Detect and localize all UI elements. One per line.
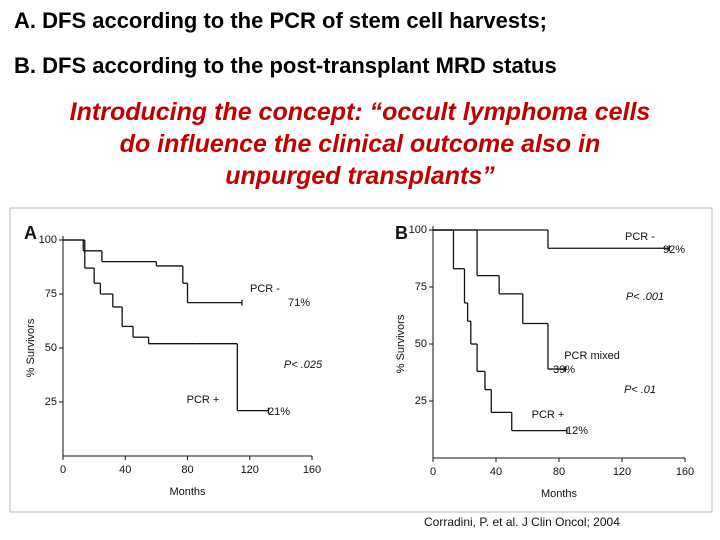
- series-label: PCR -: [250, 283, 280, 295]
- end-label: 12%: [566, 425, 588, 437]
- y-axis-label: % Survivors: [395, 314, 407, 373]
- y-axis-label: % Survivors: [25, 318, 37, 377]
- end-label: 71%: [288, 297, 310, 309]
- p-value: P< .025: [284, 359, 323, 371]
- x-tick-label: 80: [181, 464, 193, 476]
- panel-label: A: [24, 223, 37, 243]
- citation: Corradini, P. et al. J Clin Oncol; 2004: [424, 515, 620, 529]
- title-line: A. DFS according to the PCR of stem cell…: [14, 8, 548, 33]
- y-tick-label: 75: [415, 281, 427, 293]
- y-tick-label: 75: [45, 288, 57, 300]
- subtitle-line: do influence the clinical outcome also i…: [119, 130, 601, 158]
- y-tick-label: 100: [39, 234, 57, 246]
- y-tick-label: 100: [409, 224, 427, 236]
- y-tick-label: 25: [45, 396, 57, 408]
- end-label: 92%: [663, 244, 685, 256]
- x-tick-label: 160: [303, 464, 321, 476]
- x-tick-label: 120: [613, 466, 631, 478]
- y-tick-label: 50: [415, 338, 427, 350]
- y-tick-label: 50: [45, 342, 57, 354]
- x-tick-label: 40: [119, 464, 131, 476]
- series-label: PCR +: [532, 409, 565, 421]
- p-value: P< .01: [624, 384, 656, 396]
- x-tick-label: 0: [430, 466, 436, 478]
- panel-label: B: [395, 223, 408, 243]
- y-tick-label: 25: [415, 395, 427, 407]
- end-label: 21%: [268, 406, 290, 418]
- x-tick-label: 80: [553, 466, 565, 478]
- series-label: PCR mixed: [564, 350, 620, 362]
- x-tick-label: 160: [676, 466, 694, 478]
- subtitle-line: Introducing the concept: “occult lymphom…: [69, 98, 651, 126]
- series-label: PCR -: [625, 231, 655, 243]
- figure-frame: [9, 207, 713, 513]
- series-label: PCR +: [187, 394, 220, 406]
- x-axis-label: Months: [541, 488, 578, 500]
- title-line: B. DFS according to the post-transplant …: [14, 53, 557, 78]
- subtitle-line: unpurged transplants”: [225, 162, 495, 190]
- end-label: 39%: [553, 364, 575, 376]
- x-tick-label: 40: [490, 466, 502, 478]
- x-axis-label: Months: [169, 486, 206, 498]
- x-tick-label: 120: [241, 464, 259, 476]
- x-tick-label: 0: [60, 464, 66, 476]
- p-value: P< .001: [626, 291, 664, 303]
